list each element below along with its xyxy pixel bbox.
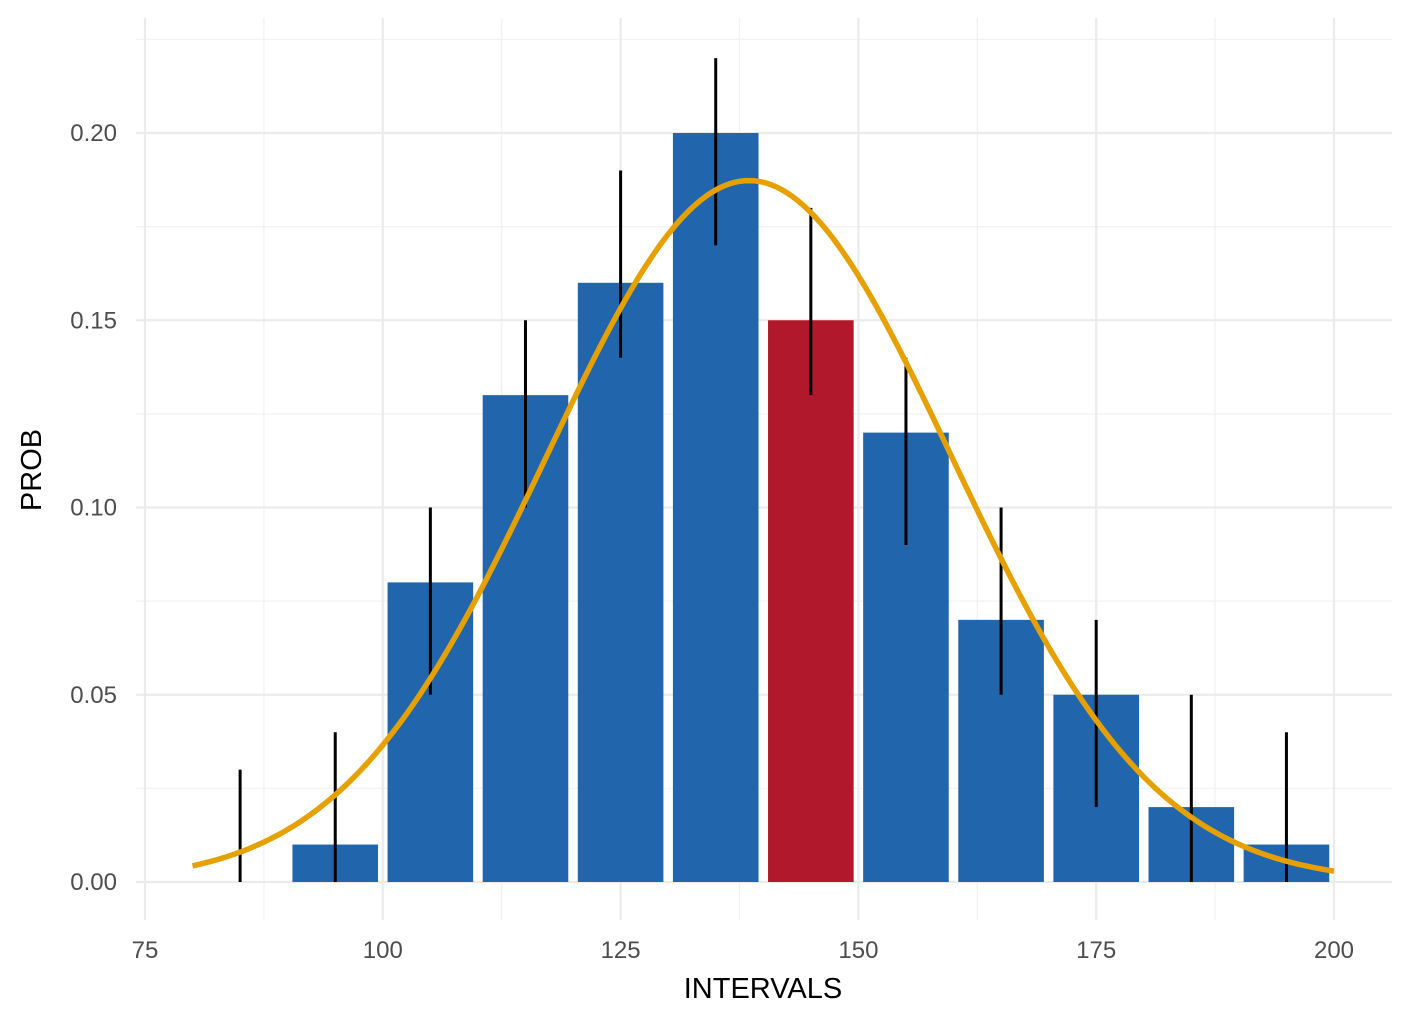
density-curve-layer — [191, 177, 1335, 874]
x-axis-title: INTERVALS — [684, 973, 842, 1005]
x-tick-label: 150 — [838, 937, 878, 964]
y-tick-label: 0.05 — [70, 682, 117, 709]
bar — [672, 133, 759, 882]
y-axis-title: PROB — [16, 429, 48, 511]
y-tick-label: 0.20 — [70, 120, 117, 147]
density-curve — [191, 177, 1335, 874]
x-tick-label: 175 — [1076, 937, 1116, 964]
tick-labels: 75 100 125 150 175 200 0.00 0.05 0.10 0.15 0.20 — [70, 120, 1354, 964]
error-bars — [238, 58, 1288, 882]
y-tick-label: 0.00 — [70, 869, 117, 896]
x-tick-label: 125 — [601, 937, 641, 964]
x-tick-label: 200 — [1314, 937, 1354, 964]
y-tick-label: 0.15 — [70, 307, 117, 334]
grid-lines — [136, 18, 1392, 920]
bar — [768, 320, 854, 882]
y-tick-label: 0.10 — [70, 495, 117, 522]
x-tick-label: 75 — [132, 937, 159, 964]
bar — [577, 282, 664, 882]
x-tick-label: 100 — [363, 937, 403, 964]
